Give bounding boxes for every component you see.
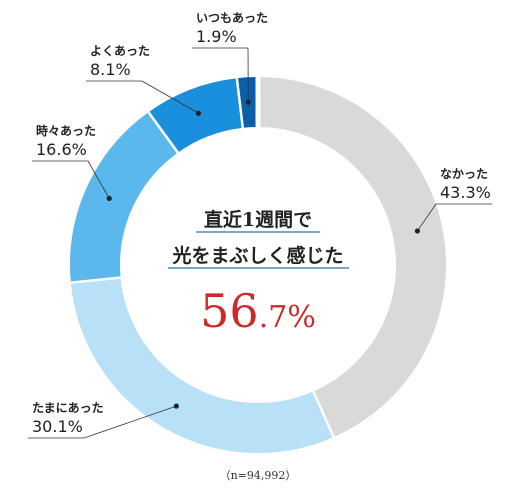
- slice-2: [147, 78, 243, 154]
- center-value-fraction: .7%: [259, 300, 316, 335]
- slice-leader-4: [83, 405, 177, 439]
- center-value-main: 56: [200, 284, 259, 338]
- slice-leader-3: [87, 160, 110, 199]
- slice-label-value-3: 16.6%: [36, 140, 87, 159]
- slice-labels: いつもあった 1.9% よくあった 8.1% 時々あった 16.6% たまにあった 30.1%…: [32, 11, 491, 436]
- slice-leader-5: [417, 203, 437, 232]
- slice-label-name-3: 時々あった: [36, 123, 96, 138]
- slice-label-name-1: いつもあった: [196, 11, 268, 25]
- center-title-line1: 直近1週間で: [204, 208, 312, 231]
- slice-label-value-4: 30.1%: [32, 417, 83, 436]
- slice-leader-2: [141, 80, 199, 114]
- slice-leader-dot-1: [245, 99, 251, 105]
- sample-size-note: （n=94,992）: [220, 469, 297, 482]
- slice-label-name-5: なかった: [440, 167, 488, 181]
- slice-3: [70, 112, 178, 284]
- label-leaders: [28, 47, 492, 439]
- slice-leader-dot-5: [414, 228, 421, 234]
- slice-leader-dot-4: [173, 403, 179, 409]
- slice-label-value-2: 8.1%: [90, 60, 131, 79]
- center-title-line2: 光をまぶしく感じた: [171, 244, 343, 267]
- slice-leader-dot-3: [106, 195, 112, 201]
- slice-label-value-1: 1.9%: [196, 27, 237, 46]
- slice-leader-dot-2: [195, 110, 202, 116]
- slice-label-name-4: たまにあった: [32, 401, 104, 415]
- slice-label-name-2: よくあった: [90, 44, 150, 58]
- slice-label-value-5: 43.3%: [440, 183, 491, 202]
- center-value: 56.7%: [200, 284, 316, 338]
